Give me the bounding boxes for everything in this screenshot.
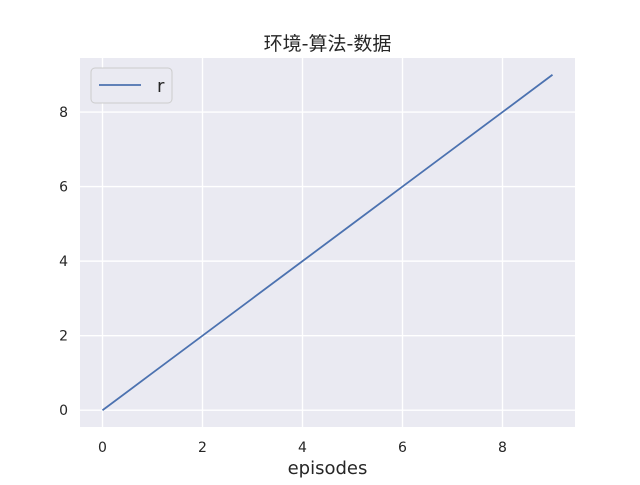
y-tick-label: 8	[59, 105, 68, 121]
x-tick-label: 2	[198, 440, 207, 456]
grid-lines	[80, 58, 575, 427]
y-tick-label: 2	[59, 329, 68, 345]
y-tick-label: 0	[59, 403, 68, 419]
y-tick-label: 4	[59, 254, 68, 270]
series-line-r	[101, 74, 554, 411]
x-axis-label: episodes	[288, 458, 368, 479]
legend: r	[90, 67, 173, 104]
x-tick-labels: 0 2 4 6 8	[98, 440, 507, 456]
y-tick-labels: 0 2 4 6 8	[59, 105, 68, 419]
series-layer	[101, 74, 554, 411]
x-tick-label: 0	[98, 440, 107, 456]
y-tick-label: 6	[59, 180, 68, 196]
legend-label-r: r	[157, 76, 165, 97]
chart-title: 环境-算法-数据	[264, 33, 392, 55]
x-tick-label: 8	[498, 440, 507, 456]
x-tick-label: 4	[298, 440, 307, 456]
x-tick-label: 6	[398, 440, 407, 456]
